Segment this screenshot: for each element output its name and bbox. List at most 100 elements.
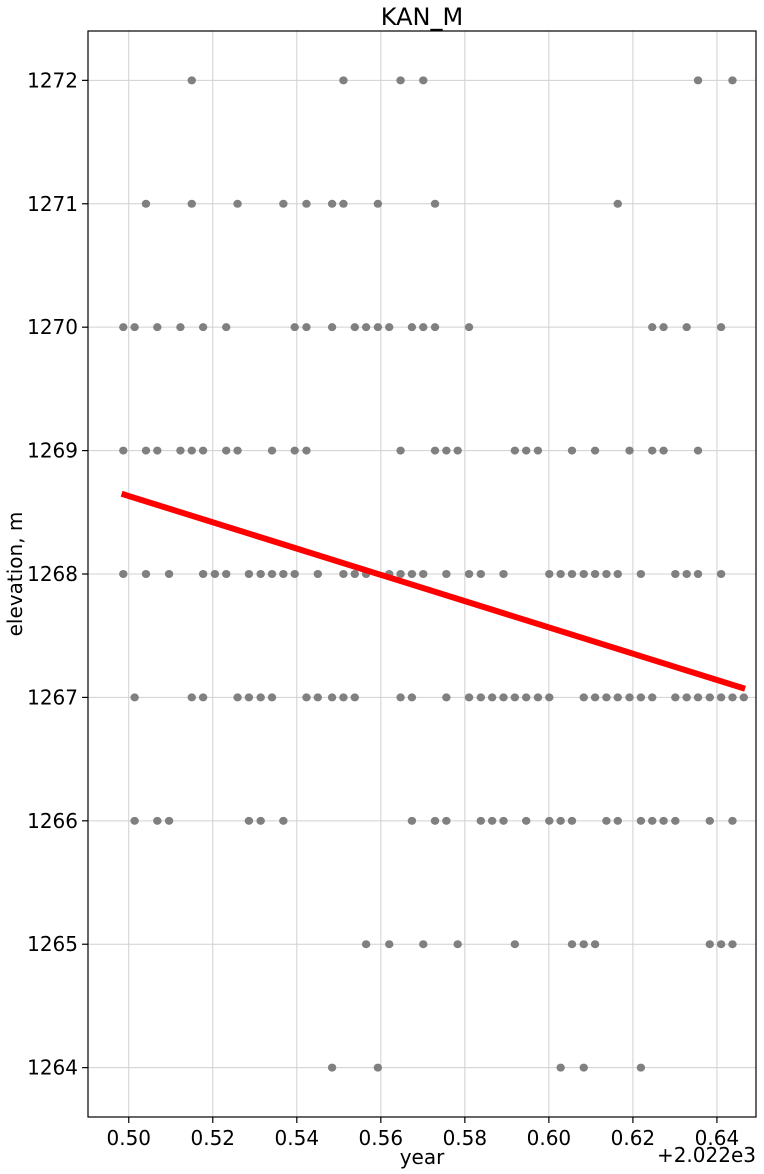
y-tick-label: 1265 bbox=[27, 932, 78, 956]
data-point bbox=[198, 570, 208, 578]
data-point bbox=[373, 1063, 383, 1072]
data-point bbox=[396, 570, 405, 578]
data-point bbox=[187, 76, 196, 85]
data-point bbox=[464, 323, 474, 332]
y-tick-label: 1264 bbox=[27, 1056, 78, 1080]
data-point bbox=[567, 940, 577, 949]
data-point bbox=[430, 199, 440, 208]
x-tick-label: 0.56 bbox=[359, 1126, 404, 1150]
data-point bbox=[302, 323, 311, 332]
data-point bbox=[198, 693, 208, 702]
data-point bbox=[590, 940, 600, 949]
data-point bbox=[510, 693, 520, 702]
data-point bbox=[419, 76, 428, 85]
data-point bbox=[602, 570, 611, 578]
data-point bbox=[279, 199, 288, 208]
data-point bbox=[339, 76, 348, 85]
data-point bbox=[693, 570, 703, 578]
data-point bbox=[590, 446, 600, 455]
data-point bbox=[419, 323, 428, 332]
data-point bbox=[533, 446, 543, 455]
data-point bbox=[521, 446, 531, 455]
data-point bbox=[545, 570, 554, 578]
data-point bbox=[728, 693, 737, 702]
data-point bbox=[556, 816, 565, 825]
data-point bbox=[648, 816, 657, 825]
data-point bbox=[407, 570, 417, 578]
data-point bbox=[361, 323, 371, 332]
data-point bbox=[579, 570, 588, 578]
data-point bbox=[545, 693, 554, 702]
data-point bbox=[682, 570, 691, 578]
data-point bbox=[442, 446, 451, 455]
data-point bbox=[693, 446, 703, 455]
data-point bbox=[119, 323, 128, 332]
data-point bbox=[302, 446, 311, 455]
data-point bbox=[327, 693, 337, 702]
x-axis-label: year bbox=[400, 1145, 445, 1169]
data-point bbox=[222, 323, 231, 332]
data-point bbox=[476, 693, 486, 702]
data-point bbox=[130, 323, 139, 332]
data-point bbox=[130, 693, 139, 702]
data-point bbox=[244, 693, 254, 702]
chart-title: KAN_M bbox=[381, 3, 463, 31]
data-point bbox=[464, 570, 474, 578]
data-point bbox=[313, 693, 323, 702]
x-tick-label: 0.58 bbox=[443, 1126, 488, 1150]
data-point bbox=[579, 1063, 588, 1072]
data-point bbox=[579, 693, 588, 702]
trend-line-layer bbox=[120, 490, 746, 692]
y-tick-label: 1266 bbox=[27, 809, 78, 833]
data-point bbox=[290, 570, 299, 578]
data-point bbox=[556, 570, 565, 578]
data-point bbox=[327, 199, 337, 208]
data-point bbox=[407, 323, 417, 332]
data-point bbox=[350, 693, 359, 702]
data-point bbox=[499, 816, 508, 825]
data-point bbox=[176, 323, 185, 332]
data-point bbox=[602, 693, 611, 702]
data-point bbox=[671, 693, 680, 702]
data-point bbox=[141, 570, 151, 578]
data-point bbox=[487, 693, 497, 702]
data-point bbox=[671, 816, 680, 825]
data-point bbox=[648, 446, 657, 455]
data-point bbox=[164, 570, 174, 578]
y-axis-ticks: 1264 1265 1266 1267 1268 1269 1270 1271 1272 bbox=[27, 68, 88, 1080]
data-point bbox=[141, 199, 151, 208]
data-point bbox=[210, 570, 220, 578]
data-point bbox=[613, 693, 622, 702]
data-point bbox=[602, 816, 611, 825]
data-point bbox=[327, 323, 337, 332]
data-point bbox=[198, 446, 208, 455]
y-tick-label: 1269 bbox=[27, 439, 78, 463]
data-point bbox=[430, 816, 440, 825]
data-point bbox=[659, 446, 668, 455]
data-point bbox=[119, 570, 128, 578]
data-point bbox=[244, 570, 254, 578]
data-point bbox=[222, 570, 231, 578]
data-point bbox=[233, 199, 242, 208]
data-point bbox=[728, 76, 737, 85]
data-point bbox=[233, 693, 242, 702]
x-tick-label: 0.64 bbox=[695, 1126, 740, 1150]
data-point bbox=[476, 816, 486, 825]
data-point bbox=[442, 816, 451, 825]
data-point bbox=[716, 940, 726, 949]
data-point bbox=[545, 816, 554, 825]
data-point bbox=[279, 570, 288, 578]
data-point bbox=[187, 199, 196, 208]
data-point bbox=[510, 446, 520, 455]
data-point bbox=[419, 570, 428, 578]
data-point bbox=[302, 693, 311, 702]
data-point bbox=[187, 446, 196, 455]
x-tick-label: 0.52 bbox=[191, 1126, 236, 1150]
data-point bbox=[153, 323, 162, 332]
data-point bbox=[705, 816, 714, 825]
data-point bbox=[567, 570, 577, 578]
data-point bbox=[313, 570, 323, 578]
data-point bbox=[705, 693, 714, 702]
data-point bbox=[636, 570, 646, 578]
data-point bbox=[373, 199, 383, 208]
